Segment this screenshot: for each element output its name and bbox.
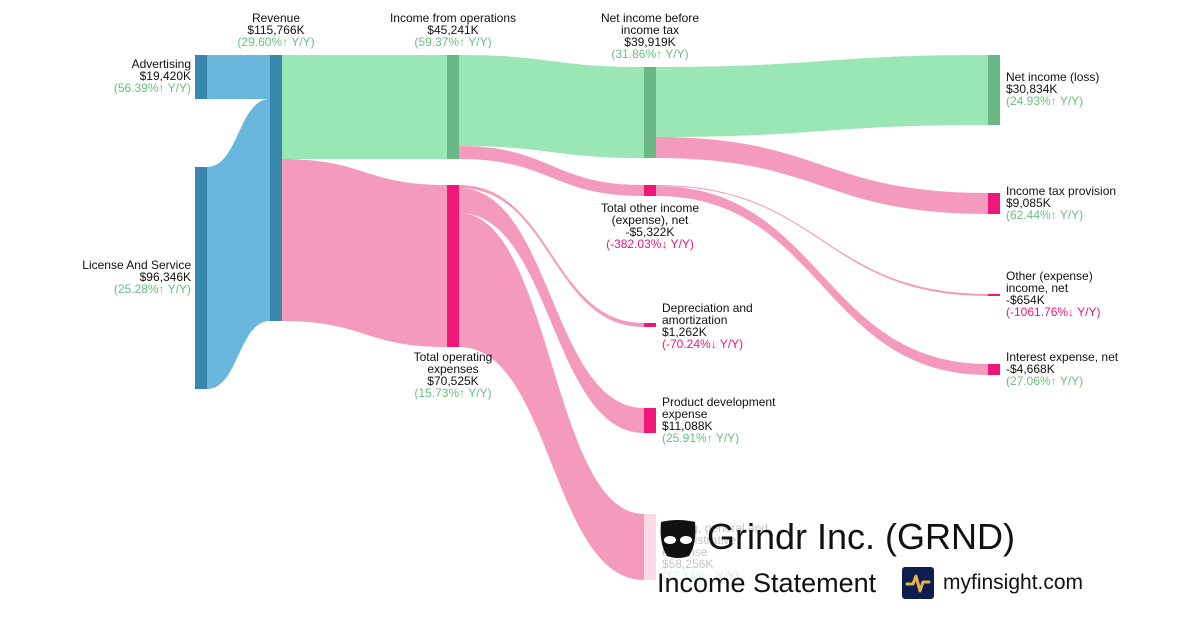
label-rev: Revenue $115,766K (29.60%↑ Y/Y) [237,11,315,49]
link-rev-opex [282,159,447,347]
node-nibt [644,67,656,158]
node-rev [270,55,282,321]
link-opex-sga [459,213,644,580]
node-ni [988,55,1000,125]
grindr-logo-icon [660,520,696,558]
node-opex [447,185,459,347]
link-toi-oth [656,185,988,296]
label-opex: Total operating expenses $70,525K (15.73%↑… [413,350,493,400]
label-nibt: Net income before income tax $39,919K (31.… [600,11,700,61]
label-ni: Net income (loss) $30,834K (24.93%↑ Y/Y) [1006,70,1100,108]
link-nibt-ni [656,55,988,137]
link-ifo-toi [459,146,644,196]
node-pd [644,408,656,433]
label-tax: Income tax provision $9,085K (62.44%↑ Y/Y) [1006,184,1117,222]
link-lic-rev [207,99,270,389]
node-ifo [447,55,459,159]
link-opex-pd [459,188,644,433]
node-lic [195,167,207,389]
link-rev-ifo [282,55,447,159]
label-int: Interest expense, net -$4,668K (27.06%↑ Y/… [1006,350,1119,388]
node-tax [988,193,1000,214]
chart-subtitle: Income Statement [657,568,877,598]
label-lic: License And Service $96,346K (25.28%↑ Y/Y) [82,258,191,296]
link-ifo-nibt [459,55,644,158]
node-da [644,323,656,327]
label-oth: Other (expense) income, net -$654K (-1061.… [1006,269,1101,319]
link-opex-da [459,185,644,327]
link-toi-int [656,186,988,375]
label-toi: Total other income (expense), net -$5,322… [600,201,700,251]
node-oth [988,294,1000,296]
site-name: myfinsight.com [943,571,1084,594]
label-ifo: Income from operations $45,241K (59.37%↑ Y… [389,11,517,49]
link-adv-rev [207,55,270,99]
label-adv: Advertising $19,420K (56.39%↑ Y/Y) [113,57,191,95]
link-nibt-tax [656,137,988,214]
node-sga [644,514,656,580]
chart-title: Grindr Inc. (GRND) [707,516,1016,557]
node-adv [195,55,207,99]
myfinsight-logo-icon [902,567,934,599]
label-da: Depreciation and amortization $1,262K (-70… [662,301,753,351]
node-int [988,364,1000,375]
label-pd: Product development expense $11,088K (25.9… [662,395,776,445]
node-toi [644,185,656,196]
